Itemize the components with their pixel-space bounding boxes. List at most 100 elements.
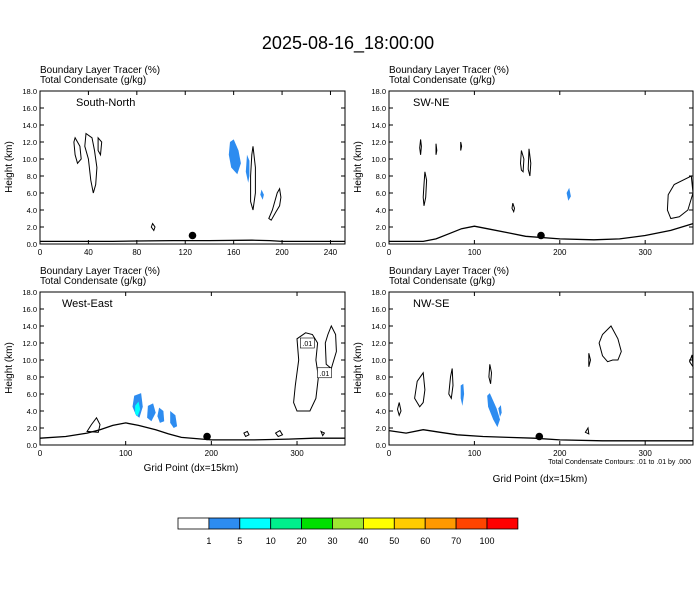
plot-area-west-east: .01.010 100 200 3000.02.04.06.08.010.012.01…	[22, 288, 345, 458]
plot-frame	[40, 91, 345, 244]
y-tick-label: 12.0	[22, 339, 37, 348]
y-tick-label: 2.0	[27, 223, 37, 232]
y-tick-label: 10.0	[22, 155, 37, 164]
x-tick-label: 100	[468, 248, 482, 257]
y-tick-label: 4.0	[376, 407, 386, 416]
panel-header-line2: Total Condensate (g/kg)	[40, 276, 146, 287]
y-tick-label: 14.0	[22, 121, 37, 130]
condensate-contour	[585, 428, 588, 434]
panel-south-north: Boundary Layer Tracer (%) Total Condensa…	[4, 65, 345, 257]
y-tick-label: 14.0	[371, 322, 386, 331]
x-tick-label: 120	[179, 248, 193, 257]
y-tick-label: 10.0	[371, 155, 386, 164]
colorbar: 1 5 10 20 30 40 50 60 70 100	[178, 518, 518, 546]
x-tick-label: 160	[227, 248, 241, 257]
colorbar-swatch	[209, 518, 240, 529]
y-tick-label: 8.0	[27, 373, 37, 382]
plot-frame	[389, 292, 693, 445]
condensate-contour	[599, 326, 621, 362]
y-tick-label: 10.0	[22, 356, 37, 365]
panel-label: SW-NE	[413, 97, 449, 109]
plot-area-nw-se: 0 100 200 300 0.0 2.0 4.0 6.0 8.0 10.0 12.0 14.0 16.…	[371, 288, 693, 458]
y-tick-label: 10.0	[371, 356, 386, 365]
y-tick-label: 18.0	[22, 288, 37, 297]
y-tick-label: 8.0	[376, 172, 386, 181]
y-tick-label: 14.0	[371, 121, 386, 130]
y-tick-label: 2.0	[27, 424, 37, 433]
y-tick-label: 0.0	[27, 240, 37, 249]
location-marker	[189, 232, 197, 240]
y-tick-label: 16.0	[22, 104, 37, 113]
y-tick-label: 6.0	[27, 189, 37, 198]
x-tick-label: 300	[639, 449, 653, 458]
y-tick-label: 2.0	[376, 424, 386, 433]
panel-west-east: Boundary Layer Tracer (%) Total Condensa…	[4, 266, 345, 474]
panel-nw-se: Boundary Layer Tracer (%) Total Condensa…	[353, 266, 693, 485]
figure-title: 2025-08-16_18:00:00	[262, 33, 434, 54]
terrain-line	[40, 423, 345, 440]
contour-label: .01	[320, 371, 330, 378]
condensate-contour	[436, 144, 437, 155]
colorbar-label: 20	[297, 536, 307, 546]
y-tick-label: 6.0	[376, 189, 386, 198]
condensate-contour	[489, 364, 492, 384]
panel-header-line2: Total Condensate (g/kg)	[389, 75, 495, 86]
x-tick-label: 0	[387, 248, 392, 257]
panel-sw-ne: Boundary Layer Tracer (%) Total Condensa…	[353, 65, 693, 257]
colorbar-swatch	[456, 518, 487, 529]
y-tick-label: 12.0	[371, 339, 386, 348]
x-tick-label: 40	[84, 248, 93, 257]
condensate-contour	[512, 203, 515, 212]
condensate-contour	[690, 355, 693, 367]
x-tick-label: 100	[119, 449, 133, 458]
y-tick-label: 8.0	[376, 373, 386, 382]
colorbar-label: 50	[389, 536, 399, 546]
y-tick-label: 8.0	[27, 172, 37, 181]
condensate-contour	[74, 138, 81, 164]
x-tick-label: 200	[275, 248, 289, 257]
y-tick-label: 6.0	[27, 390, 37, 399]
contour-label: .01	[302, 341, 312, 348]
condensate-contour	[85, 134, 97, 194]
condensate-contour	[244, 431, 249, 436]
y-axis-label: Height (km)	[4, 141, 15, 193]
tracer-fill	[567, 188, 571, 201]
plot-area-south-north: 0 40 80 120 160 200 2400.02.04.06.08.010.012.0…	[22, 87, 345, 257]
colorbar-label: 70	[451, 536, 461, 546]
x-tick-label: 200	[553, 248, 567, 257]
colorbar-label: 10	[266, 536, 276, 546]
y-axis-label: Height (km)	[353, 342, 364, 394]
colorbar-label: 5	[237, 536, 242, 546]
x-tick-label: 300	[639, 248, 653, 257]
y-tick-label: 0.0	[27, 441, 37, 450]
y-tick-label: 4.0	[27, 407, 37, 416]
condensate-contour	[398, 403, 402, 416]
x-axis-label: Grid Point (dx=15km)	[493, 474, 588, 485]
tracer-fill	[461, 384, 464, 406]
x-tick-label: 200	[205, 449, 219, 458]
panel-header-line2: Total Condensate (g/kg)	[389, 276, 495, 287]
tracer-fill	[229, 139, 241, 174]
tracer-fill	[246, 155, 250, 183]
x-axis-label: Grid Point (dx=15km)	[144, 463, 239, 474]
colorbar-swatch	[333, 518, 364, 529]
y-tick-label: 4.0	[376, 206, 386, 215]
colorbar-label: 100	[479, 536, 494, 546]
y-tick-label: 18.0	[371, 87, 386, 96]
condensate-contour	[667, 176, 693, 219]
terrain-line	[40, 240, 345, 241]
condensate-contour	[321, 431, 324, 435]
tracer-fill	[498, 405, 501, 417]
tracer-fill	[147, 403, 156, 421]
condensate-contour	[589, 353, 591, 367]
panel-label: West-East	[62, 298, 113, 310]
location-marker	[535, 433, 543, 441]
y-axis-label: Height (km)	[4, 342, 15, 394]
y-tick-label: 14.0	[22, 322, 37, 331]
colorbar-swatch	[425, 518, 456, 529]
y-tick-label: 16.0	[371, 305, 386, 314]
y-tick-label: 4.0	[27, 206, 37, 215]
colorbar-label: 40	[358, 536, 368, 546]
condensate-contour	[98, 138, 102, 155]
colorbar-swatch	[302, 518, 333, 529]
